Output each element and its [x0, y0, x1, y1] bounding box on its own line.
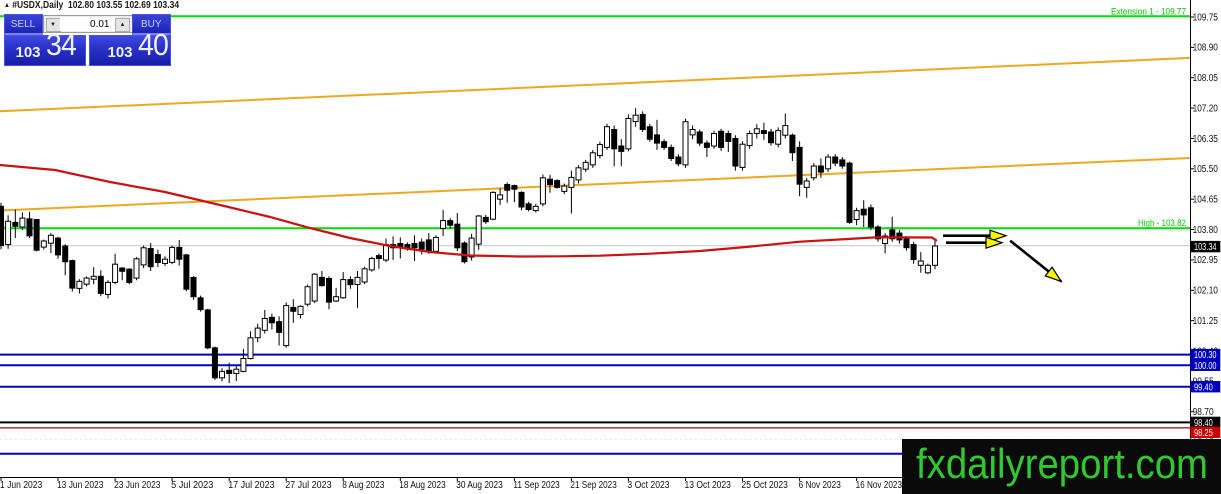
svg-text:fxdailyreport.com: fxdailyreport.com: [916, 440, 1208, 487]
svg-text:103.80: 103.80: [1193, 225, 1219, 236]
svg-text:98.25: 98.25: [1194, 428, 1213, 439]
svg-text:102.10: 102.10: [1193, 286, 1219, 297]
svg-text:17 Jul 2023: 17 Jul 2023: [228, 480, 275, 491]
svg-text:1 Jun 2023: 1 Jun 2023: [0, 480, 43, 491]
svg-text:98.70: 98.70: [1193, 407, 1215, 418]
svg-text:99.40: 99.40: [1194, 382, 1213, 393]
svg-text:13 Oct 2023: 13 Oct 2023: [685, 480, 732, 491]
svg-text:25 Oct 2023: 25 Oct 2023: [742, 480, 789, 491]
svg-text:8 Aug 2023: 8 Aug 2023: [342, 480, 385, 491]
svg-text:106.35: 106.35: [1193, 134, 1219, 145]
svg-text:27 Jul 2023: 27 Jul 2023: [285, 480, 332, 491]
svg-text:101.25: 101.25: [1193, 316, 1219, 327]
svg-text:108.90: 108.90: [1193, 43, 1219, 54]
svg-text:107.20: 107.20: [1193, 103, 1219, 114]
svg-text:16 Nov 2023: 16 Nov 2023: [856, 480, 903, 491]
svg-text:5 Jul 2023: 5 Jul 2023: [171, 480, 214, 491]
svg-text:108.05: 108.05: [1193, 73, 1219, 84]
svg-text:30 Aug 2023: 30 Aug 2023: [456, 480, 503, 491]
svg-text:104.65: 104.65: [1193, 195, 1219, 206]
svg-text:11 Sep 2023: 11 Sep 2023: [513, 480, 560, 491]
svg-text:High - 103.82: High - 103.82: [1138, 218, 1186, 228]
svg-text:98.40: 98.40: [1194, 418, 1213, 429]
svg-text:100.00: 100.00: [1194, 361, 1217, 372]
svg-text:13 Jun 2023: 13 Jun 2023: [57, 480, 104, 491]
svg-text:103.34: 103.34: [1194, 242, 1217, 253]
svg-text:109.75: 109.75: [1193, 12, 1219, 23]
svg-text:Extension 1 - 109.77: Extension 1 - 109.77: [1111, 7, 1186, 17]
svg-text:23 Jun 2023: 23 Jun 2023: [114, 480, 161, 491]
svg-text:6 Nov 2023: 6 Nov 2023: [799, 480, 842, 491]
svg-text:102.95: 102.95: [1193, 255, 1219, 266]
svg-text:3 Oct 2023: 3 Oct 2023: [627, 480, 670, 491]
svg-text:100.30: 100.30: [1194, 350, 1217, 361]
svg-text:18 Aug 2023: 18 Aug 2023: [399, 480, 446, 491]
svg-text:21 Sep 2023: 21 Sep 2023: [570, 480, 617, 491]
svg-text:105.50: 105.50: [1193, 164, 1219, 175]
